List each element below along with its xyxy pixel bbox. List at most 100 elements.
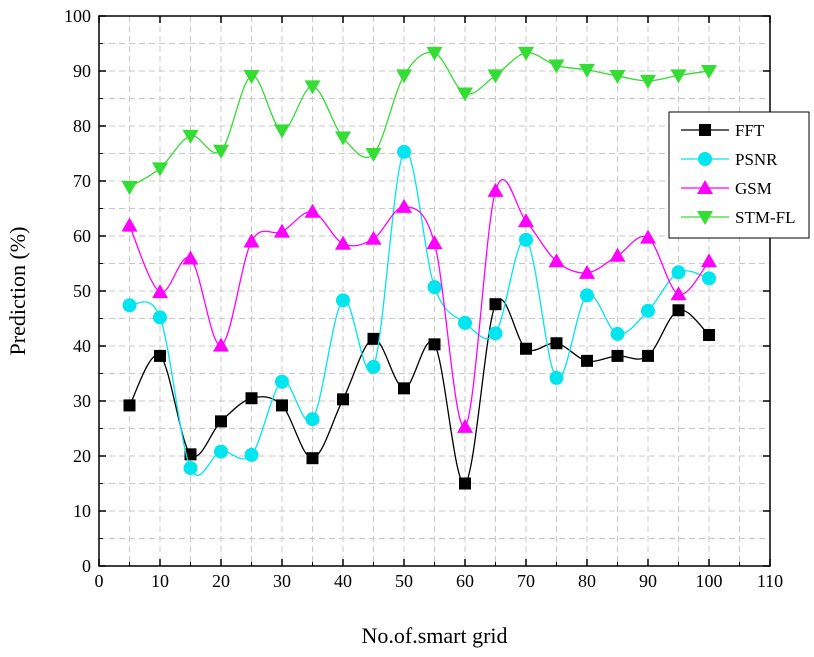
data-point-gsm [640,229,656,244]
legend-label-stm-fl: STM-FL [735,208,795,227]
data-point-stm-fl [487,69,504,84]
data-point-fft [489,298,502,311]
legend-label-gsm: GSM [735,179,772,198]
series-gsm [121,179,717,433]
data-point-gsm [518,213,534,228]
legend-marker-gsm [697,180,713,194]
x-tick-label: 90 [639,571,657,591]
legend-marker-psnr [698,152,712,166]
data-point-fft [123,399,136,412]
y-tick-label: 50 [73,281,91,301]
data-point-gsm [121,217,138,232]
data-point-psnr [427,280,442,295]
data-point-stm-fl [335,131,351,146]
x-tick-label: 110 [757,571,783,591]
data-point-gsm [304,203,321,218]
data-point-fft [337,393,349,406]
data-point-fft [398,382,410,395]
data-point-gsm [274,223,290,238]
data-point-gsm [457,418,473,433]
series-psnr [122,144,716,476]
data-point-fft [459,477,471,490]
data-point-gsm [152,284,168,299]
data-point-psnr [488,326,503,341]
data-point-stm-fl [426,46,443,61]
data-point-psnr [519,232,533,247]
y-tick-label: 70 [73,171,91,191]
data-point-psnr [366,359,381,374]
x-tick-label: 10 [151,571,169,591]
x-tick-label: 50 [395,571,413,591]
data-point-fft [642,349,654,362]
data-point-psnr [183,461,198,476]
data-point-stm-fl [457,87,473,102]
y-tick-label: 60 [73,226,91,246]
data-point-fft [672,304,685,317]
data-point-gsm [213,337,229,352]
data-point-stm-fl [640,74,656,89]
y-tick-label: 100 [64,6,91,26]
axes: 0 10 20 30 40 50 60 70 80 90 100 110 0 10 20 30 40 50 60 70… [64,6,783,591]
data-point-psnr [153,310,167,325]
data-point-stm-fl [365,148,382,163]
y-tick-label: 90 [73,61,91,81]
data-point-gsm [426,235,443,250]
data-point-fft [306,452,319,465]
data-point-fft [581,354,593,367]
data-point-fft [611,349,624,362]
x-tick-label: 100 [696,571,723,591]
data-point-gsm [243,233,260,248]
y-tick-label: 80 [73,116,91,136]
y-axis-title: Prediction (%) [5,227,30,356]
data-point-psnr [458,315,472,330]
data-point-gsm [548,253,565,268]
y-tick-label: 30 [73,391,91,411]
data-point-fft [276,399,288,412]
data-point-psnr [671,265,686,280]
data-point-psnr [122,298,137,313]
data-point-psnr [336,293,350,308]
data-point-fft [367,332,380,345]
data-point-gsm [487,182,504,197]
data-point-stm-fl [548,59,565,74]
data-point-stm-fl [274,124,290,139]
data-point-stm-fl [518,46,534,61]
data-point-stm-fl [152,162,168,177]
data-point-stm-fl [670,69,687,84]
data-point-psnr [397,144,411,159]
data-point-psnr [214,444,228,459]
data-point-psnr [549,370,564,385]
data-point-stm-fl [579,63,595,78]
y-tick-label: 0 [82,556,91,576]
x-tick-label: 30 [273,571,291,591]
data-point-psnr [305,412,320,427]
data-point-gsm [609,247,626,262]
data-point-psnr [244,447,259,462]
data-point-stm-fl [304,80,321,95]
legend-item-stm-fl: STM-FL [681,208,795,227]
data-point-fft [703,329,715,341]
data-point-gsm [335,235,351,250]
data-point-stm-fl [213,144,229,159]
x-tick-label: 80 [578,571,596,591]
data-point-fft [428,338,441,351]
legend-marker-stm-fl [697,211,713,225]
legend-marker-fft [699,124,711,136]
data-point-stm-fl [121,181,138,196]
x-tick-label: 20 [212,571,230,591]
data-point-stm-fl [396,69,412,84]
data-point-gsm [701,253,717,268]
x-axis-title: No.of.smart grid [361,623,507,648]
data-point-gsm [579,264,595,279]
legend-box [668,111,810,239]
data-point-fft [245,392,258,405]
data-point-fft [550,337,563,350]
data-point-gsm [365,230,382,245]
x-tick-label: 60 [456,571,474,591]
data-point-stm-fl [701,65,717,79]
series-stm-fl [121,46,717,196]
legend: FFT PSNR GSM STM-FL [668,111,810,239]
plot-area [121,46,717,490]
legend-item-gsm: GSM [681,179,772,198]
